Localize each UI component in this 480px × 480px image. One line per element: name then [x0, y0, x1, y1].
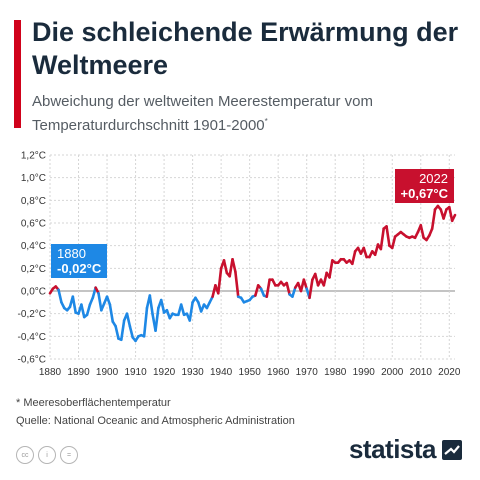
- x-tick-label: 1940: [210, 367, 233, 378]
- series-segment: [114, 324, 120, 340]
- y-tick-label: 0,8°C: [21, 196, 46, 207]
- series-segment: [430, 208, 437, 230]
- series-segment: [125, 312, 132, 328]
- footnote: * Meeresoberflächentemperatur: [16, 397, 171, 409]
- brand-name: statista: [348, 434, 437, 464]
- y-tick-label: 1,2°C: [21, 151, 46, 162]
- series-segment: [97, 291, 103, 312]
- cc-icon[interactable]: cc: [16, 446, 34, 464]
- series-segment: [148, 294, 154, 317]
- series-segment: [254, 284, 260, 297]
- series-segment: [128, 324, 135, 339]
- series-segment: [71, 295, 77, 314]
- y-tick-label: 0,6°C: [21, 219, 46, 230]
- series-segment: [142, 306, 149, 338]
- series-segment: [362, 246, 368, 259]
- series-segment: [442, 208, 448, 220]
- x-tick-label: 2020: [438, 367, 461, 378]
- accent-bar: [14, 20, 21, 128]
- x-tick-label: 1930: [181, 367, 204, 378]
- page-title: Die schleichende Erwärmung der Weltmeere: [32, 17, 459, 80]
- x-tick-label: 1980: [324, 367, 347, 378]
- x-tick-label: 1890: [67, 367, 90, 378]
- series-segment: [231, 257, 237, 274]
- y-tick-label: 0,4°C: [21, 241, 46, 252]
- footnote-marker: *: [264, 117, 268, 126]
- series-segment: [265, 278, 271, 298]
- series-segment: [154, 306, 160, 332]
- info-icon[interactable]: i: [38, 446, 56, 464]
- x-tick-label: 1950: [239, 367, 262, 378]
- end-value-callout: 2022 +0,67°C: [394, 169, 454, 203]
- license-icons: cc i =: [16, 446, 78, 464]
- series-segment: [322, 271, 328, 287]
- subtitle: Abweichung der weltweiten Meerestemperat…: [32, 92, 472, 136]
- x-tick-label: 1900: [96, 367, 119, 378]
- series-segment: [308, 278, 314, 300]
- statista-logo-icon: [442, 439, 462, 460]
- x-tick-label: 1880: [39, 367, 62, 378]
- y-tick-label: -0,4°C: [18, 332, 46, 343]
- series-segment: [379, 227, 385, 251]
- series-segment: [450, 213, 457, 223]
- start-value: -0,02°C: [57, 261, 102, 276]
- x-tick-label: 1990: [353, 367, 376, 378]
- equal-icon[interactable]: =: [60, 446, 78, 464]
- series-segment: [108, 303, 115, 323]
- series-segment: [80, 303, 86, 319]
- series-segment: [390, 235, 397, 250]
- x-tick-label: 1920: [153, 367, 176, 378]
- series-segment: [419, 223, 425, 240]
- x-tick-label: 1970: [296, 367, 319, 378]
- y-tick-label: 0,2°C: [21, 264, 46, 275]
- x-tick-label: 1960: [267, 367, 290, 378]
- y-tick-label: -0,2°C: [18, 309, 46, 320]
- series-segment: [285, 281, 291, 296]
- x-tick-label: 2000: [381, 367, 404, 378]
- series-segment: [188, 301, 194, 322]
- series-segment: [385, 225, 391, 247]
- subtitle-text: Abweichung der weltweiten Meerestemperat…: [32, 93, 373, 134]
- series-segment: [85, 303, 92, 317]
- series-segment: [159, 298, 166, 314]
- start-value-callout: 1880 -0,02°C: [51, 244, 108, 278]
- series-segment: [234, 270, 240, 298]
- brand[interactable]: statista: [349, 434, 462, 465]
- start-year: 1880: [57, 246, 86, 261]
- end-value: +0,67°C: [400, 186, 448, 201]
- x-tick-label: 2010: [410, 367, 433, 378]
- series-segment: [291, 286, 297, 298]
- series-segment: [222, 259, 229, 275]
- series-segment: [373, 243, 380, 257]
- source-note: Quelle: National Oceanic and Atmospheric…: [16, 415, 295, 427]
- y-tick-label: -0,6°C: [18, 355, 46, 366]
- series-segment: [302, 278, 308, 291]
- series-segment: [57, 288, 63, 304]
- end-year: 2022: [419, 171, 448, 186]
- series-segment: [447, 205, 454, 223]
- x-tick-label: 1910: [124, 367, 147, 378]
- y-tick-label: 1,0°C: [21, 173, 46, 184]
- series-segment: [105, 295, 112, 306]
- series-segment: [328, 259, 334, 279]
- line-chart: 1,2°C 1,0°C 0,8°C 0,6°C 0,4°C 0,2°C 0,0°C -0,2°…: [18, 151, 461, 379]
- series-segment: [179, 303, 186, 317]
- series-segment: [216, 267, 223, 295]
- series-segment: [351, 250, 357, 266]
- y-tick-label: 0,0°C: [21, 287, 46, 298]
- series-segment: [120, 319, 126, 342]
